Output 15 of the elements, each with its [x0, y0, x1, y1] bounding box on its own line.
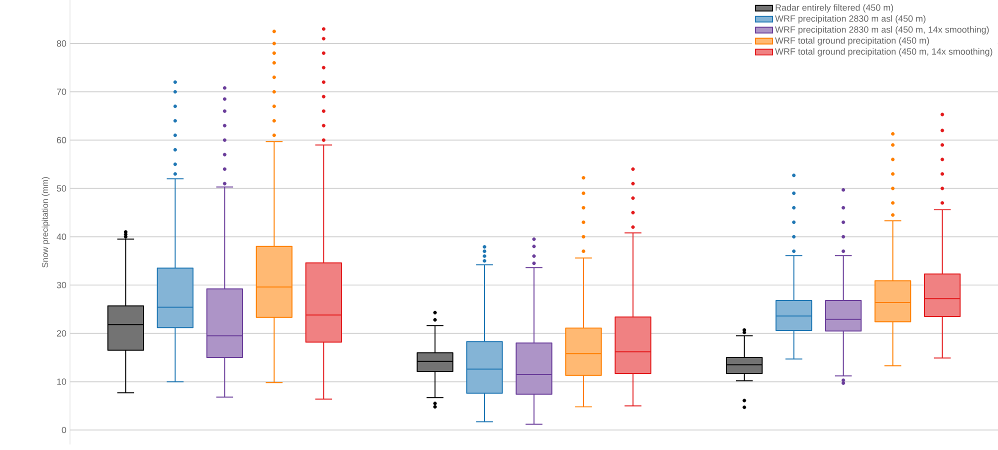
legend-label: WRF precipitation 2830 m asl (450 m, 14x smoothing) — [775, 26, 989, 35]
legend-label: WRF total ground precipitation (450 m) — [775, 37, 929, 46]
legend-label: WRF precipitation 2830 m asl (450 m) — [775, 15, 926, 24]
y-axis-title: Snow precipitation (mm) — [42, 177, 50, 268]
y-tick-label: 50 — [56, 185, 66, 192]
y-tick-label: 70 — [56, 88, 66, 95]
y-tick-label: 40 — [56, 234, 66, 240]
legend-label: WRF total ground precipitation (450 m, 14x smoothing) — [775, 48, 992, 56]
y-tick-label: 80 — [56, 40, 66, 47]
y-tick-label: 60 — [56, 136, 66, 144]
y-tick-label: 10 — [57, 378, 66, 385]
legend-label: Radar entirely filtered (450 m) — [776, 4, 894, 13]
y-tick-label: 30 — [56, 282, 66, 288]
y-tick-label: 20 — [56, 330, 66, 337]
y-tick-label: 0 — [62, 426, 66, 434]
